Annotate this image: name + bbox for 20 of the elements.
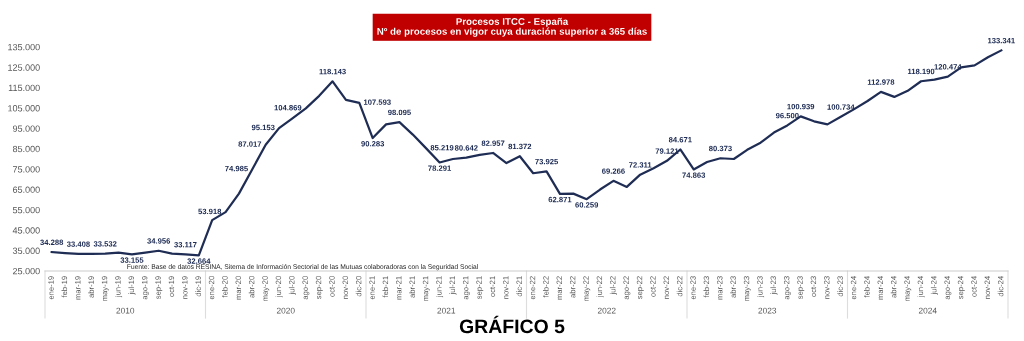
- y-tick-label: 25.000: [12, 267, 40, 275]
- y-tick-label: 65.000: [12, 186, 40, 193]
- y-tick-label: 125.000: [8, 64, 40, 71]
- y-tick-label: 55.000: [12, 206, 40, 214]
- chart-title: Procesos ITCC - España Nº de procesos en vigor cuya duración superior a 365 días: [377, 17, 647, 37]
- text: 2021: [437, 307, 456, 314]
- text: 2020: [276, 307, 295, 314]
- text: 2023: [758, 307, 777, 314]
- y-tick-label: 75.000: [12, 166, 40, 173]
- text: 2010: [116, 307, 135, 314]
- text: GRÁFICO 5: [459, 315, 565, 334]
- y-tick-label: 135.000: [8, 43, 40, 51]
- text: 2022: [597, 307, 616, 314]
- y-tick-label: 95.000: [12, 125, 40, 132]
- y-tick-label: 45.000: [12, 227, 40, 234]
- y-tick-label: 105.000: [8, 105, 40, 112]
- y-tick-label: 85.000: [12, 145, 40, 153]
- y-tick-label: 115.000: [8, 84, 40, 92]
- y-tick-label: 35.000: [12, 247, 40, 254]
- text: 2024: [918, 307, 937, 314]
